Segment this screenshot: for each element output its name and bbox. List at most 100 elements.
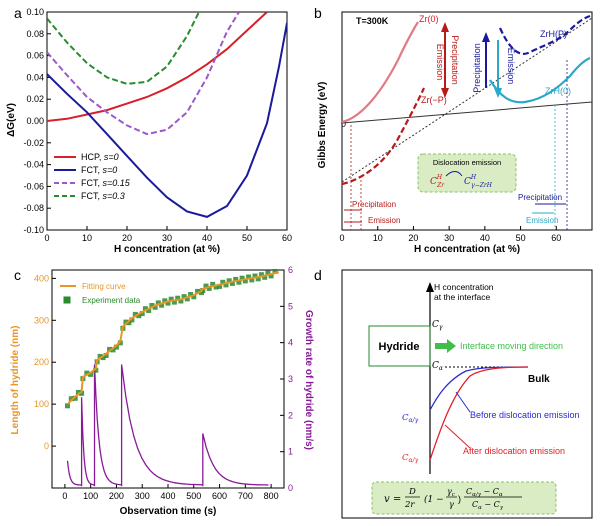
panel-c-experiment-point <box>107 346 113 352</box>
panel-b-box-c2: CH γ−ZrH <box>464 174 493 189</box>
panel-b-dislocation-box <box>417 153 517 193</box>
panel-c-experiment-point <box>171 299 177 305</box>
panel-b: b Gibbs Energy (eV) H concentration (at … <box>314 5 593 255</box>
panel-c-experiment-point <box>129 317 135 323</box>
panel-c-growth-rate <box>66 364 269 487</box>
panel-c-experiment-point <box>75 389 81 395</box>
panel-d-hydride-label: Hydride <box>379 341 420 353</box>
panel-c-experiment-point <box>223 282 229 288</box>
panel-a-series-line <box>47 12 200 85</box>
panel-d-frame <box>341 269 593 519</box>
panel-c-xtick-label: 400 <box>160 491 175 501</box>
panel-a-legend-label: FCT, s=0.3 <box>81 191 125 201</box>
panel-b-arrowhead-zr-down <box>441 88 449 98</box>
panel-b-label-zrhp: ZrH(P) <box>540 29 567 39</box>
panel-c-ytick-left-label: 0 <box>44 441 49 451</box>
panel-b-bl-emission: Emission <box>368 216 400 225</box>
panel-c-experiment-point <box>249 277 255 283</box>
panel-c-experiment-point <box>146 308 152 313</box>
panel-c-legend-exp: Experiment data <box>82 296 141 305</box>
panel-c-ylabel-left: Length of hydride (nm) <box>10 326 21 435</box>
panel-b-xtick-label: 50 <box>516 233 526 243</box>
panel-c-ticks: 0 100 200 300 400 500 600 700 800 0 100 200 300 400 0 1… <box>34 265 293 501</box>
panel-c-legend-fit: Fitting curve <box>82 282 126 291</box>
panel-c-experiment-point <box>142 306 148 312</box>
panel-c-experiment-point <box>195 288 201 294</box>
panel-d-axis-title-2: at the interface <box>434 292 491 302</box>
panel-a-legend-label: FCT, s=0.15 <box>81 178 131 188</box>
panel-c-experiment-point <box>272 269 278 274</box>
panel-c-experiment-point <box>103 353 109 358</box>
panel-c-experiment-point <box>258 272 264 278</box>
panel-c-experiment-point <box>246 274 252 280</box>
panel-d-curve-before <box>429 366 529 411</box>
panel-a-xtick-label: 20 <box>122 233 132 243</box>
panel-d-curve-after <box>429 366 529 461</box>
panel-d-formula-box <box>371 481 557 515</box>
panel-b-box-title: Dislocation emission <box>433 158 501 167</box>
panel-c-ytick-left-label: 100 <box>34 399 49 409</box>
panel-c-ytick-left-label: 300 <box>34 315 49 325</box>
panel-a-xtick-label: 0 <box>44 233 49 243</box>
panel-c-xtick-label: 0 <box>62 491 67 501</box>
panel-d-before-label: Before dislocation emission <box>470 410 580 420</box>
panel-c-experiment-point <box>217 283 223 289</box>
panel-d-direction-arrow <box>435 339 456 353</box>
panel-b-curve-zr0 <box>341 21 419 124</box>
panel-c-xtick-label: 200 <box>109 491 124 501</box>
panel-c-experiment-point <box>79 390 85 396</box>
panel-d-axis-head <box>426 282 434 292</box>
panel-c-experiment-point <box>213 284 219 290</box>
panel-d-axis-title-1: H concentration <box>434 282 494 292</box>
panel-c-experiment-point <box>126 320 132 326</box>
panel-c-experiment-point <box>149 303 155 308</box>
panel-a-series-line <box>47 12 240 136</box>
panel-c-experiment-point <box>110 347 116 353</box>
panel-a-ytick-label: 0.06 <box>26 51 44 61</box>
panel-c-experiment-point <box>152 304 158 310</box>
panel-c-xtick-label: 100 <box>83 491 98 501</box>
panel-d-c-gamma: Cγ <box>432 320 443 331</box>
panel-c-experiment-point <box>136 313 142 319</box>
panel-c-ytick-right-label: 3 <box>288 374 293 384</box>
panel-a: a ΔG(eV) H concentration (at %) 0 10 20 30 4… <box>6 5 292 255</box>
panel-c-experiment-point <box>236 279 242 285</box>
panel-b-zero-label: 0 <box>341 119 346 129</box>
panel-a-ytick-label: -0.10 <box>23 225 44 235</box>
panel-c-experiment-point <box>206 285 212 291</box>
panel-c-experiment-point <box>229 280 235 286</box>
panel-d-before-pointer <box>455 391 471 413</box>
panel-c-experiment-point <box>233 276 239 282</box>
panel-c-experiment-point <box>113 344 119 350</box>
panel-b-bl-precip: Precipitation <box>352 200 396 209</box>
panel-c-xlabel: Observation time (s) <box>120 506 217 517</box>
panel-b-xtick-label: 20 <box>408 233 418 243</box>
panel-d-formula-fac: (1 − <box>424 494 444 505</box>
panel-c-fit <box>66 271 280 405</box>
panel-d-formula-den2: Cα − Cγ <box>472 500 504 511</box>
panel-a-ytick-label: 0.02 <box>26 94 44 104</box>
panel-c-experiment-point <box>220 279 226 285</box>
panel-b-label-emission-zrh: Emission <box>506 48 516 85</box>
panel-a-ytick-label: -0.08 <box>23 203 44 213</box>
panel-a-ylabel: ΔG(eV) <box>6 103 17 137</box>
panel-b-box-c1: CH Zr <box>430 174 445 189</box>
panel-b-xtick-label: 30 <box>444 233 454 243</box>
panel-c-experiment-point <box>72 395 78 401</box>
panel-b-temperature: T=300K <box>356 16 389 26</box>
panel-d-interface-dir: Interface moving direction <box>460 341 563 351</box>
panel-b-label-zrh0: ZrH(0) <box>545 86 571 96</box>
panel-c-ytick-right-label: 5 <box>288 301 293 311</box>
panel-b-common-tangent <box>341 101 593 124</box>
panel-c-experiment-point <box>165 300 171 306</box>
panel-b-xlabel: H concentration (at %) <box>414 244 520 255</box>
panel-c-xtick-label: 800 <box>264 491 279 501</box>
panel-c-experiment-point <box>262 274 268 280</box>
panel-d: d H concentration at the interface Cγ Hy… <box>314 267 593 519</box>
panel-c-experiment-point <box>155 300 161 306</box>
panel-c-experiment-point <box>84 370 90 376</box>
panel-c-experiment-point <box>181 294 187 300</box>
panel-d-hydride-box <box>368 325 431 367</box>
panel-c-experiment-point <box>117 340 123 346</box>
